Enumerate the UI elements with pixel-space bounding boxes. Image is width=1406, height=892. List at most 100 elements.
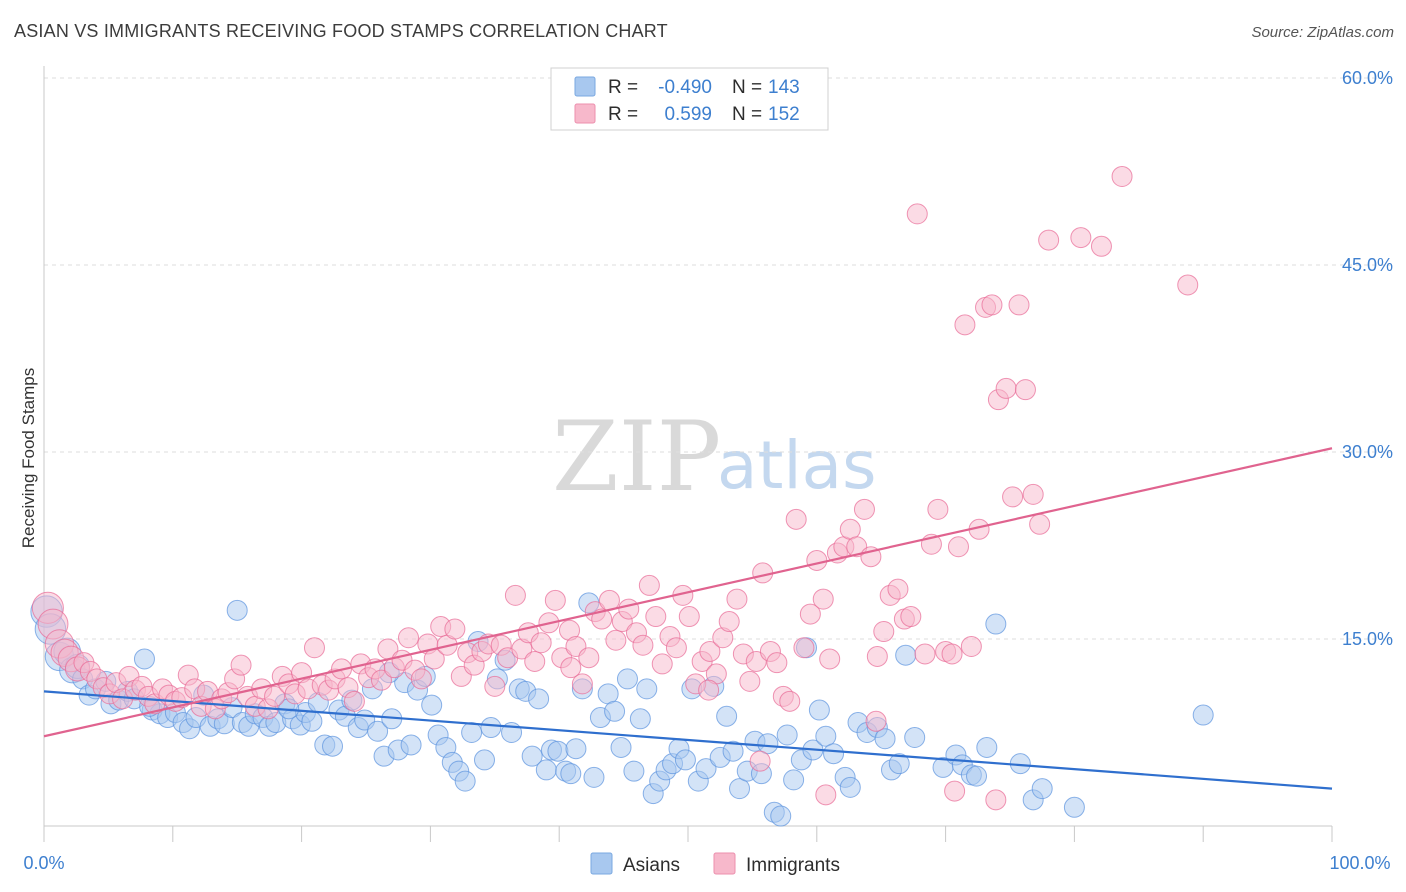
asian-point [547,740,569,762]
immigrant-point [749,750,771,772]
immigrant-point [887,578,909,600]
bottom-legend-swatch-asians [590,852,613,875]
immigrant-point [866,645,888,667]
bottom-legend-label-immigrants: Immigrants [746,855,840,876]
immigrant-point [638,574,660,596]
asian-point [535,759,557,781]
legend-swatch-immigrants [574,103,596,124]
immigrant-point [815,784,837,806]
immigrant-point [398,627,420,649]
trend-line-asians [43,690,1333,790]
immigrant-point [544,589,566,611]
immigrant-point [981,294,1003,316]
immigrant-point [504,584,526,606]
immigrant-point [941,643,963,665]
immigrant-point [571,673,593,695]
y-tick-label: 15.0% [1342,629,1393,649]
immigrant-point [914,643,936,665]
asian-point [823,743,845,765]
asian-point [616,668,638,690]
immigrant-point [812,588,834,610]
series-immigrants [31,165,1199,811]
asian-point [674,749,696,771]
immigrant-point [865,710,887,732]
legend-box [550,67,829,131]
asian-point [808,699,830,721]
asian-point [528,688,550,710]
immigrant-point [785,508,807,530]
immigrant-point [1002,486,1024,508]
asian-point [695,758,717,780]
asian-point [565,738,587,760]
watermark: ZIP atlas [552,401,877,513]
asian-point [1192,704,1214,726]
immigrant-point [343,690,365,712]
asian-point [839,776,861,798]
immigrant-point [954,314,976,336]
immigrant-point [699,640,721,662]
immigrant-point [632,634,654,656]
immigrant-point [927,498,949,520]
immigrant-point [995,377,1017,399]
immigrant-point [651,653,673,675]
immigrant-point [665,637,687,659]
immigrant-point [678,606,700,628]
legend-n-value-2: 152 [768,104,800,125]
immigrant-point [873,621,895,643]
immigrant-point [591,608,613,630]
immigrant-point [1177,274,1199,296]
asian-point [888,753,910,775]
asian-point [480,717,502,739]
asian-point [722,740,744,762]
source-label: Source: ZipAtlas.com [1251,24,1394,41]
watermark-atlas: atlas [717,427,877,504]
series-legend: Asians Immigrants [590,852,840,876]
chart-title: ASIAN VS IMMIGRANTS RECEIVING FOOD STAMP… [14,21,668,41]
immigrant-point [1014,379,1036,401]
immigrant-point [906,203,928,225]
y-axis-label: Receiving Food Stamps [19,368,38,548]
asian-point [133,648,155,670]
immigrant-point [1008,294,1030,316]
asian-point [560,763,582,785]
legend-n-label-1: N = [732,77,762,98]
immigrant-point [853,498,875,520]
asian-point [966,765,988,787]
asian-point [301,710,323,732]
asian-point [904,726,926,748]
immigrant-point [370,669,392,691]
immigrant-point [947,536,969,558]
asian-point [604,700,626,722]
legend-r-value-2: 0.599 [664,104,712,125]
asian-point [985,613,1007,635]
asian-point [783,769,805,791]
asian-point [322,735,344,757]
asian-point [610,736,632,758]
legend-r-label-1: R = [608,77,638,98]
asian-point [623,760,645,782]
correlation-legend: R = -0.490 N = 143 R = 0.599 N = 152 [550,67,829,131]
asian-point [226,599,248,621]
asian-point [583,766,605,788]
asian-point [716,705,738,727]
immigrant-point [766,652,788,674]
x-tick-label-left: 0.0% [23,853,64,873]
y-tick-label: 60.0% [1342,68,1393,88]
immigrant-point [303,637,325,659]
trend-line-immigrants [43,447,1333,738]
asian-point [461,722,483,743]
asian-point [874,728,896,750]
y-tick-labels: 15.0% 30.0% 45.0% 60.0% [1342,68,1393,649]
asian-point [776,724,798,746]
immigrant-point [793,637,815,659]
grid-lines [44,77,1395,640]
immigrant-point [560,657,582,679]
asian-point [729,778,751,800]
x-tick-marks [43,826,1333,842]
immigrant-point [410,668,432,690]
immigrant-point [985,789,1007,811]
asian-point [895,644,917,666]
immigrant-point [1111,165,1133,187]
immigrant-point [1029,513,1051,535]
asian-point [815,725,837,747]
